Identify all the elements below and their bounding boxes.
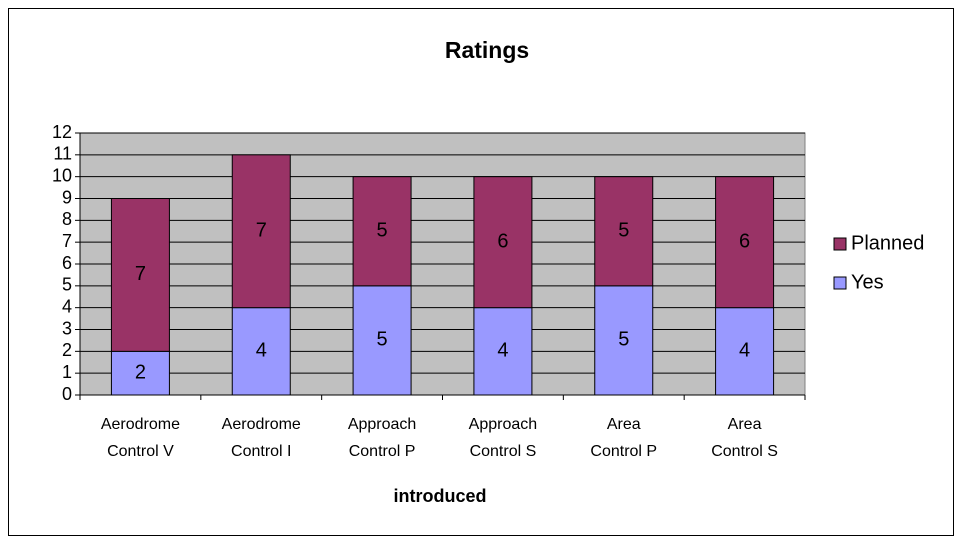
- data-label: 7: [135, 263, 146, 285]
- x-tick-label: Control S: [470, 443, 537, 460]
- y-tick-label: 10: [52, 165, 72, 185]
- data-label: 5: [377, 329, 388, 351]
- y-tick-label: 1: [62, 362, 72, 382]
- data-label: 2: [135, 361, 146, 383]
- x-tick-label: Approach: [469, 416, 538, 433]
- y-tick-label: 9: [62, 187, 72, 207]
- x-tick-label: Control V: [107, 443, 174, 460]
- bar-segment: [715, 176, 775, 309]
- data-label: 4: [497, 340, 508, 362]
- bar-segment: [352, 176, 412, 287]
- data-label: 5: [377, 220, 388, 242]
- bar-segment: [352, 285, 412, 396]
- y-tick-label: 6: [62, 253, 72, 273]
- bar-segment: [473, 307, 533, 396]
- bar-segment: [231, 154, 291, 309]
- legend-swatch: [833, 276, 847, 290]
- x-tick-label: Aerodrome: [222, 416, 301, 433]
- x-tick-label: Aerodrome: [101, 416, 180, 433]
- x-axis-label: introduced: [394, 486, 487, 506]
- y-tick-label: 4: [62, 296, 72, 316]
- y-tick-label: 8: [62, 209, 72, 229]
- y-tick-label: 12: [52, 122, 72, 142]
- x-tick-label: Control P: [349, 443, 416, 460]
- x-tick-label: Control S: [711, 443, 778, 460]
- legend-label: Planned: [851, 232, 924, 254]
- bar-segment: [594, 176, 654, 287]
- y-tick-label: 5: [62, 275, 72, 295]
- bar-segment: [110, 350, 170, 396]
- chart-title: Ratings: [445, 37, 529, 63]
- x-tick-label: Control P: [590, 443, 657, 460]
- bar-segment: [110, 198, 170, 352]
- x-tick-label: Area: [728, 416, 762, 433]
- legend-label: Yes: [851, 271, 884, 293]
- data-label: 5: [618, 220, 629, 242]
- bar-segment: [715, 307, 775, 396]
- data-label: 6: [739, 230, 750, 252]
- y-tick-label: 11: [53, 144, 72, 164]
- data-label: 5: [618, 329, 629, 351]
- bar-segment: [473, 176, 533, 309]
- y-tick-label: 7: [62, 231, 72, 251]
- data-label: 7: [256, 220, 267, 242]
- data-label: 4: [739, 340, 750, 362]
- x-tick-label: Control I: [231, 443, 291, 460]
- legend-swatch: [833, 237, 847, 251]
- data-label: 4: [256, 340, 267, 362]
- x-tick-label: Approach: [348, 416, 417, 433]
- x-tick-label: Area: [607, 416, 641, 433]
- y-tick-label: 2: [62, 340, 72, 360]
- y-tick-label: 0: [62, 384, 72, 404]
- y-tick-label: 3: [62, 318, 72, 338]
- data-label: 6: [497, 230, 508, 252]
- bar-segment: [594, 285, 654, 396]
